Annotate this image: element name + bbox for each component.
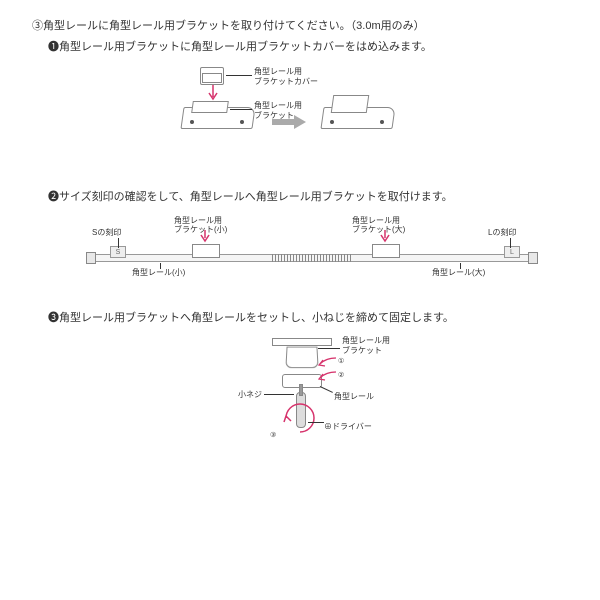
substep1-text: ❶角型レール用ブラケットに角型レール用ブラケットカバーをはめ込みます。 [48,39,568,56]
label-driver: ⊕ドライバー [324,422,372,432]
stamp-l: L [504,246,520,258]
label-n3: ③ [270,432,276,440]
label-n2: ② [338,372,344,380]
substep2-text: ❷サイズ刻印の確認をして、角型レールへ角型レール用ブラケットを取付けます。 [48,189,568,206]
label-small-screw: 小ネジ [238,390,262,400]
label-l-stamp: Lの刻印 [488,228,516,238]
label-bracket-l: 角型レール用 ブラケット(大) [352,216,405,235]
label-bracket3: 角型レール用 ブラケット [342,336,390,355]
label-s-stamp: Sの刻印 [92,228,121,238]
label-cover: 角型レール用 ブラケットカバー [254,67,318,86]
label-bracket1: 角型レール用 ブラケット [254,101,302,120]
label-rail-l: 角型レール(大) [432,268,485,278]
step3-heading: ③角型レールに角型レール用ブラケットを取り付けてください。（3.0m用のみ） [32,18,568,35]
diagram-3: 角型レール用 ブラケット ① ② ③ 小ネジ 角型レール ⊕ドライバー [222,336,422,466]
label-n1: ① [338,358,344,366]
diagram-1: 角型レール用 ブラケットカバー 角型レール用 ブラケット [182,65,462,165]
label-rail-s: 角型レール(小) [132,268,185,278]
diagram-2: S L Sの刻印 角型レール用 ブラケット(小) 角型レール用 ブラケット(大)… [72,216,552,286]
substep3-text: ❸角型レール用ブラケットへ角型レールをセットし、小ねじを締めて固定します。 [48,310,568,327]
label-rail3: 角型レール [334,392,374,402]
label-bracket-s: 角型レール用 ブラケット(小) [174,216,227,235]
